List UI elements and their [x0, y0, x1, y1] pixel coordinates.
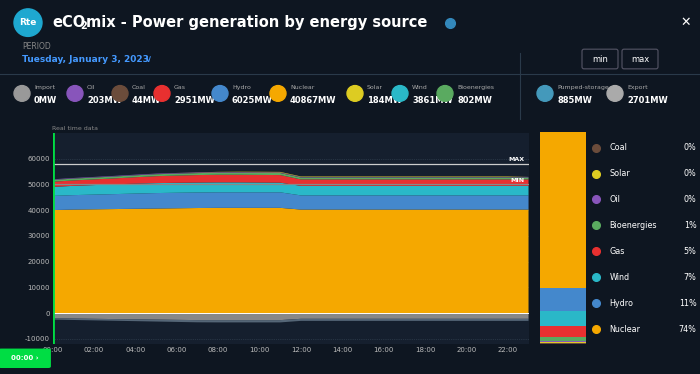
- Text: 184MW: 184MW: [367, 96, 402, 105]
- Bar: [540, 326, 586, 337]
- Text: mix - Power generation by energy source: mix - Power generation by energy source: [86, 15, 428, 30]
- Text: Solar: Solar: [609, 169, 630, 178]
- Text: Bioenergies: Bioenergies: [457, 85, 494, 90]
- Text: Oil: Oil: [87, 85, 95, 90]
- Circle shape: [392, 86, 408, 101]
- Text: Wind: Wind: [609, 273, 629, 282]
- Text: 2951MW: 2951MW: [174, 96, 215, 105]
- Text: 3861MW: 3861MW: [412, 96, 453, 105]
- Text: max: max: [631, 55, 649, 64]
- Text: Nuclear: Nuclear: [290, 85, 314, 90]
- Text: Real time data: Real time data: [52, 126, 99, 131]
- Text: Wind: Wind: [412, 85, 428, 90]
- Circle shape: [14, 9, 42, 36]
- Text: 00:00 ›: 00:00 ›: [11, 355, 38, 361]
- Text: 5%: 5%: [684, 247, 696, 256]
- FancyBboxPatch shape: [0, 349, 51, 368]
- Bar: [540, 342, 586, 343]
- Circle shape: [154, 86, 170, 101]
- Bar: [540, 337, 586, 341]
- Text: Gas: Gas: [174, 85, 186, 90]
- Text: MIN: MIN: [510, 178, 524, 183]
- Text: Pumped-storage: Pumped-storage: [557, 85, 609, 90]
- Text: MAX: MAX: [508, 157, 524, 162]
- Text: eCO: eCO: [52, 15, 85, 30]
- Text: Bioenergies: Bioenergies: [609, 221, 657, 230]
- Text: 40867MW: 40867MW: [290, 96, 337, 105]
- Text: 0%: 0%: [684, 195, 696, 204]
- Text: i: i: [449, 19, 452, 26]
- Text: Solar: Solar: [367, 85, 383, 90]
- Text: 1%: 1%: [684, 221, 696, 230]
- Text: 44MW: 44MW: [132, 96, 161, 105]
- Circle shape: [112, 86, 128, 101]
- Bar: [540, 311, 586, 326]
- Bar: [540, 343, 586, 344]
- Text: Hydro: Hydro: [232, 85, 251, 90]
- Text: 0%: 0%: [684, 169, 696, 178]
- Text: PERIOD: PERIOD: [22, 42, 50, 51]
- Text: 0MW: 0MW: [34, 96, 57, 105]
- Text: 885MW: 885MW: [557, 96, 592, 105]
- Text: 11%: 11%: [679, 299, 696, 308]
- Bar: [540, 341, 586, 342]
- Circle shape: [437, 86, 453, 101]
- Text: 802MW: 802MW: [457, 96, 492, 105]
- Text: min: min: [592, 55, 608, 64]
- Text: ∨: ∨: [145, 54, 152, 64]
- Text: 2701MW: 2701MW: [627, 96, 668, 105]
- Circle shape: [212, 86, 228, 101]
- Text: 0%: 0%: [684, 143, 696, 152]
- Text: Export: Export: [627, 85, 648, 90]
- Circle shape: [270, 86, 286, 101]
- Text: 7%: 7%: [684, 273, 696, 282]
- Text: ✕: ✕: [680, 16, 692, 29]
- Text: Coal: Coal: [132, 85, 146, 90]
- Circle shape: [607, 86, 623, 101]
- Text: 2: 2: [80, 21, 87, 31]
- Text: 74%: 74%: [679, 325, 696, 334]
- Text: Rte: Rte: [20, 18, 36, 27]
- Text: 203MW: 203MW: [87, 96, 122, 105]
- Circle shape: [537, 86, 553, 101]
- Bar: [540, 132, 586, 288]
- Circle shape: [347, 86, 363, 101]
- Text: Gas: Gas: [609, 247, 624, 256]
- Circle shape: [67, 86, 83, 101]
- Circle shape: [14, 86, 30, 101]
- Bar: [540, 288, 586, 311]
- Text: Oil: Oil: [609, 195, 620, 204]
- Text: Hydro: Hydro: [609, 299, 634, 308]
- Text: Import: Import: [34, 85, 55, 90]
- Text: 6025MW: 6025MW: [232, 96, 273, 105]
- Text: Tuesday, January 3, 2023: Tuesday, January 3, 2023: [22, 55, 149, 64]
- Text: Coal: Coal: [609, 143, 627, 152]
- Text: Nuclear: Nuclear: [609, 325, 640, 334]
